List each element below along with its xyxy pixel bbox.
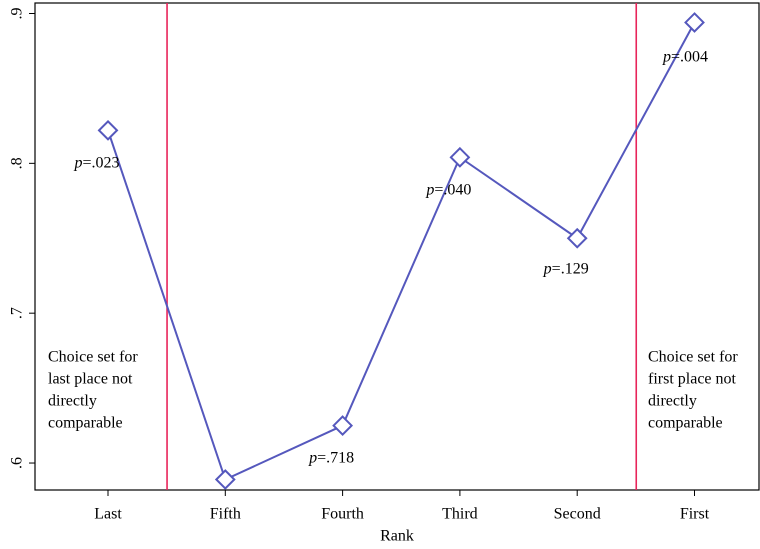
annotation-text: last place not: [48, 371, 133, 388]
x-tick-label: Third: [442, 506, 478, 523]
x-tick-label: Fifth: [210, 506, 241, 523]
point-label: p=.129: [543, 260, 589, 277]
annotation-text: comparable: [48, 415, 123, 432]
marker: [684, 12, 705, 33]
plot-frame: [34, 2, 760, 491]
point-label: p=.004: [662, 48, 708, 65]
y-tick-label: .7: [9, 307, 26, 319]
x-tick-label: Last: [94, 506, 122, 523]
marker: [214, 469, 236, 490]
y-tick-label: .6: [9, 457, 26, 469]
annotation-text: Choice set for: [48, 349, 138, 366]
annotation-text: directly: [48, 393, 97, 410]
annotation-text: Choice set for: [648, 349, 738, 366]
marker: [449, 146, 471, 168]
annotation-text: comparable: [648, 415, 723, 432]
point-label: p=.040: [425, 181, 471, 198]
x-tick-label: Fourth: [321, 506, 364, 523]
data-line: [107, 22, 696, 481]
point-label: p=.718: [308, 449, 354, 466]
x-tick-label: First: [680, 506, 710, 523]
y-tick-label: .8: [9, 157, 26, 169]
marker: [332, 415, 354, 436]
point-label: p=.023: [73, 154, 119, 171]
marker: [97, 119, 119, 141]
annotation-text: directly: [648, 393, 697, 410]
x-tick-label: Second: [554, 506, 601, 523]
annotation-text: first place not: [648, 371, 737, 388]
marker: [566, 227, 588, 249]
y-tick-label: .9: [9, 7, 26, 19]
x-axis-label: Rank: [380, 528, 414, 545]
